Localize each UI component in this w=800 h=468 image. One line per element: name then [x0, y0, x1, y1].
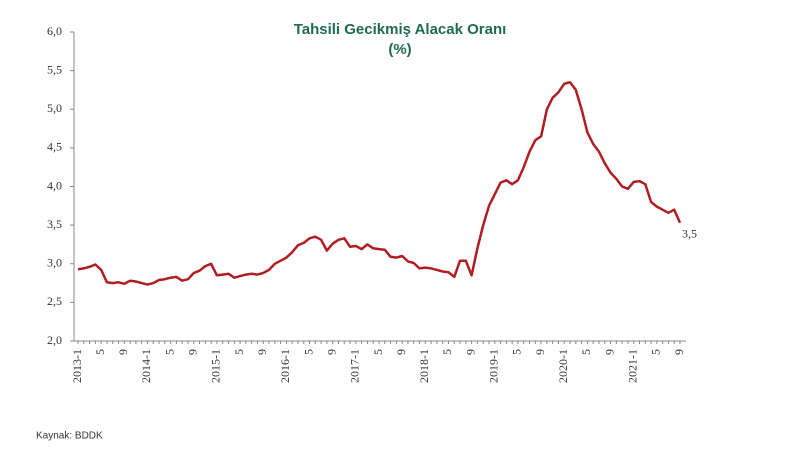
x-tick-label: 5 [510, 349, 524, 355]
y-tick-label: 6,0 [47, 24, 62, 38]
x-tick-label: 2018-1 [417, 349, 431, 383]
x-tick-label: 2017-1 [348, 349, 362, 383]
y-tick-label: 3,0 [47, 256, 62, 270]
x-tick-label: 5 [232, 349, 246, 355]
x-tick-label: 5 [371, 349, 385, 355]
y-tick-label: 3,5 [47, 217, 62, 231]
x-tick-label: 2019-1 [487, 349, 501, 383]
x-tick-label: 5 [162, 349, 176, 355]
source: Kaynak: BDDK [36, 431, 103, 442]
y-tick-label: 4,5 [47, 140, 62, 154]
y-tick-label: 2,5 [47, 294, 62, 308]
x-tick-label: 5 [579, 349, 593, 355]
x-tick-label: 9 [116, 349, 130, 355]
line [77, 80, 682, 286]
y-tick-label: 5,5 [47, 62, 62, 76]
chart-title: Tahsili Gecikmiş Alacak Oranı [294, 21, 507, 38]
x-tick-label: 2020-1 [556, 349, 570, 383]
value-label: 3,5 [682, 227, 697, 241]
x-tick-label: 9 [324, 349, 338, 355]
x-tick-label: 2014-1 [139, 349, 153, 383]
y-tick-label: 5,0 [47, 101, 62, 115]
y-tick-label: 2,0 [47, 333, 62, 347]
x-tick-label: 5 [649, 349, 663, 355]
x-tick-label: 5 [440, 349, 454, 355]
x-tick-label: 9 [602, 349, 616, 355]
y-tick-label: 4,0 [47, 178, 62, 192]
x-tick-label: 9 [463, 349, 477, 355]
x-tick-label: 2013-1 [70, 349, 84, 383]
x-tick-label: 9 [255, 349, 269, 355]
x-tick-label: 2015-1 [209, 349, 223, 383]
x-tick-label: 5 [301, 349, 315, 355]
x-tick-label: 9 [533, 349, 547, 355]
chart-subtitle: (%) [388, 41, 411, 58]
x-tick-label: 9 [186, 349, 200, 355]
x-tick-label: 2016-1 [278, 349, 292, 383]
x-tick-label: 5 [93, 349, 107, 355]
x-tick-label: 9 [394, 349, 408, 355]
x-tick-label: 2021-1 [625, 349, 639, 383]
x-tick-label: 9 [672, 349, 686, 355]
